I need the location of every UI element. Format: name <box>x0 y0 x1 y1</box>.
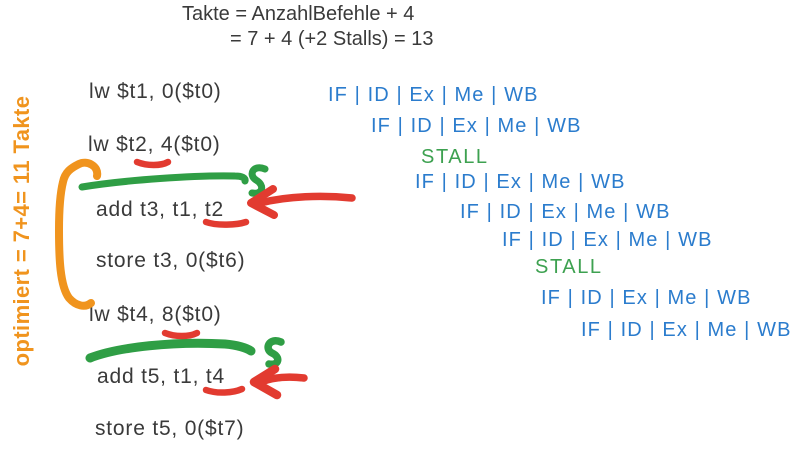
green-highlight-line-1 <box>78 172 249 191</box>
red-underline-lw-t4 <box>161 329 201 340</box>
pipeline-row-6: IF | ID | Ex | Me | WB <box>541 287 752 309</box>
instruction-lw-t2: lw $t2, 4($t0) <box>88 133 221 156</box>
green-squiggle-2 <box>264 337 285 369</box>
instruction-store-t3: store t3, 0($t6) <box>96 249 246 272</box>
pipeline-row-7: IF | ID | Ex | Me | WB <box>581 319 792 341</box>
pipeline-row-5: IF | ID | Ex | Me | WB <box>502 229 713 251</box>
green-highlight-line-2 <box>85 338 256 363</box>
pipeline-row-4: IF | ID | Ex | Me | WB <box>460 201 671 223</box>
pipeline-stall-2: STALL <box>535 256 603 278</box>
pipeline-row-1: IF | ID | Ex | Me | WB <box>328 84 539 106</box>
instruction-add-t3: add t3, t1, t2 <box>96 198 224 221</box>
red-underline-add-t2 <box>202 218 250 228</box>
red-underline-lw-t2 <box>133 158 172 169</box>
pipeline-row-3: IF | ID | Ex | Me | WB <box>415 171 626 193</box>
optimized-takte-note: optimiert = 7+4= 11 Takte <box>9 95 34 367</box>
pipeline-row-2: IF | ID | Ex | Me | WB <box>371 115 582 137</box>
takte-formula-line-2: = 7 + 4 (+2 Stalls) = 13 <box>230 28 434 50</box>
instruction-lw-t4: lw $t4, 8($t0) <box>89 303 222 326</box>
red-arrow-left-2-tail <box>257 373 308 386</box>
green-squiggle-1 <box>248 164 269 197</box>
pipeline-stall-1: STALL <box>421 146 489 168</box>
red-underline-add-t4 <box>202 385 246 396</box>
instruction-add-t5: add t5, t1, t4 <box>97 365 225 388</box>
red-arrow-left-1-head <box>247 185 278 219</box>
takte-formula: Takte = AnzahlBefehle + 4 = 7 + 4 (+2 St… <box>182 2 433 52</box>
takte-formula-line-1: Takte = AnzahlBefehle + 4 <box>182 3 415 25</box>
red-arrow-left-1-tail <box>256 192 356 207</box>
instruction-store-t5: store t5, 0($t7) <box>95 417 245 440</box>
red-arrow-left-2-head <box>249 364 282 400</box>
orange-brace <box>55 158 102 310</box>
instruction-lw-t1: lw $t1, 0($t0) <box>89 80 222 103</box>
